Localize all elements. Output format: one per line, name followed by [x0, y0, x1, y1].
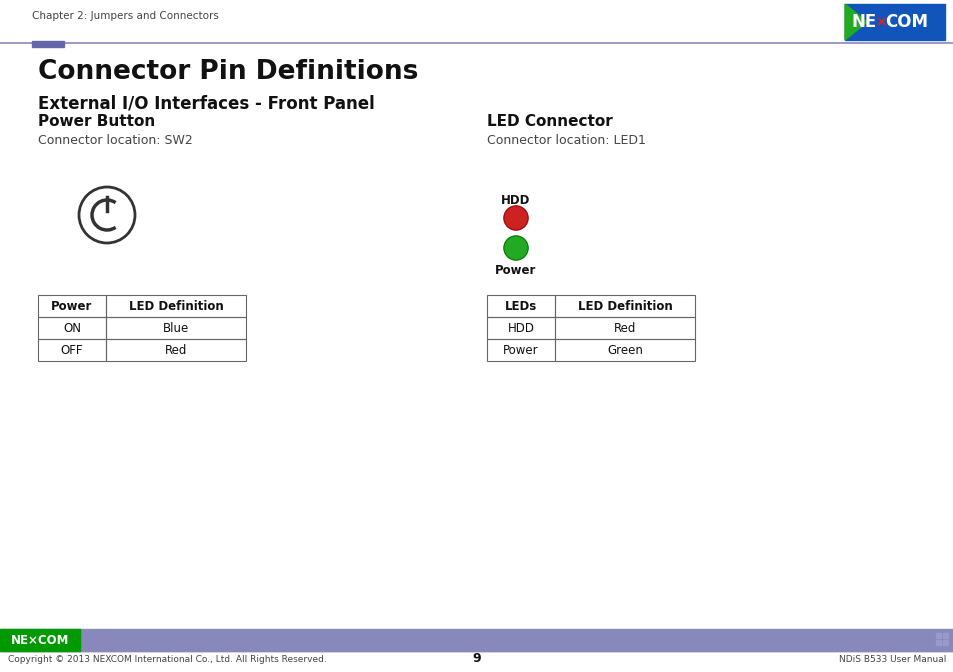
Bar: [0, 629, 953, 651]
Bar: [486, 339, 555, 361]
Circle shape: [503, 236, 527, 260]
Bar: [935, 633, 940, 638]
Text: Power: Power: [51, 300, 92, 312]
Text: Blue: Blue: [163, 321, 189, 335]
Circle shape: [503, 206, 527, 230]
Text: ×: ×: [874, 15, 886, 29]
Text: HDD: HDD: [500, 194, 530, 206]
Bar: [32, 41, 64, 47]
Bar: [486, 295, 555, 317]
Bar: [106, 339, 246, 361]
Text: LEDs: LEDs: [504, 300, 537, 312]
Text: 9: 9: [472, 653, 481, 665]
Text: COM: COM: [884, 13, 927, 31]
Text: Power: Power: [502, 343, 538, 357]
Text: NE: NE: [851, 13, 876, 31]
Bar: [38, 339, 106, 361]
Text: NE×COM: NE×COM: [10, 634, 70, 646]
Bar: [106, 295, 246, 317]
Text: OFF: OFF: [61, 343, 83, 357]
Text: LED Definition: LED Definition: [577, 300, 672, 312]
Text: Copyright © 2013 NEXCOM International Co., Ltd. All Rights Reserved.: Copyright © 2013 NEXCOM International Co…: [8, 655, 327, 663]
Text: Power: Power: [495, 263, 537, 276]
Bar: [555, 339, 695, 361]
Text: External I/O Interfaces - Front Panel: External I/O Interfaces - Front Panel: [38, 94, 375, 112]
Bar: [942, 640, 947, 645]
Text: ON: ON: [63, 321, 81, 335]
Bar: [555, 317, 695, 339]
Bar: [942, 633, 947, 638]
Text: Green: Green: [606, 343, 642, 357]
Text: LED Connector: LED Connector: [486, 114, 612, 130]
Text: Connector location: LED1: Connector location: LED1: [486, 134, 645, 146]
Text: Connector location: SW2: Connector location: SW2: [38, 134, 193, 146]
Bar: [486, 317, 555, 339]
Text: Red: Red: [613, 321, 636, 335]
Text: Connector Pin Definitions: Connector Pin Definitions: [38, 59, 418, 85]
Text: Red: Red: [165, 343, 187, 357]
Bar: [555, 295, 695, 317]
Bar: [0, 629, 80, 651]
Bar: [106, 317, 246, 339]
Bar: [935, 640, 940, 645]
Text: LED Definition: LED Definition: [129, 300, 223, 312]
Polygon shape: [844, 4, 866, 40]
Bar: [38, 295, 106, 317]
Text: Power Button: Power Button: [38, 114, 155, 130]
Bar: [844, 4, 944, 40]
Text: Chapter 2: Jumpers and Connectors: Chapter 2: Jumpers and Connectors: [32, 11, 218, 21]
Text: HDD: HDD: [507, 321, 534, 335]
Text: NDiS B533 User Manual: NDiS B533 User Manual: [838, 655, 945, 663]
Bar: [38, 317, 106, 339]
